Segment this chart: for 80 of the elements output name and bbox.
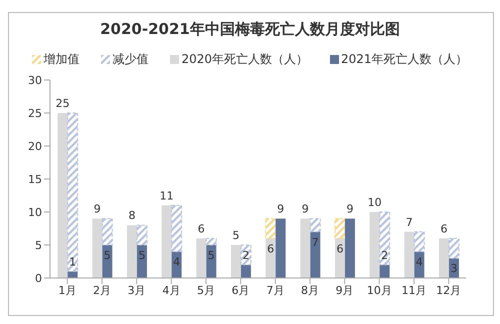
chart-title: 2020-2021年中国梅毒死亡人数月度对比图	[99, 20, 401, 39]
x-tick-label: 4月	[162, 284, 180, 297]
x-tick-label: 3月	[128, 284, 146, 297]
data-label: 7	[406, 216, 413, 229]
bar	[404, 232, 414, 278]
bar	[102, 218, 113, 246]
bar	[58, 113, 68, 278]
data-label: 6	[267, 242, 274, 256]
data-label: 6	[198, 222, 205, 236]
y-tick-label: 30	[28, 74, 42, 87]
bar	[230, 245, 241, 278]
bar	[196, 238, 206, 278]
data-label: 5	[232, 229, 240, 242]
data-label: 9	[346, 202, 354, 216]
bar	[266, 238, 276, 278]
bar	[334, 238, 345, 278]
x-tick-label: 7月	[266, 284, 284, 297]
data-label: 25	[56, 97, 70, 110]
bar	[126, 225, 137, 278]
bar	[370, 212, 380, 278]
data-label: 9	[94, 202, 101, 216]
data-label: 6	[336, 242, 344, 256]
bar	[310, 232, 320, 278]
y-tick-label: 5	[35, 238, 42, 252]
legend-label: 2020年死亡人数（人）	[180, 50, 308, 68]
bar	[67, 112, 78, 272]
y-tick-label: 15	[28, 172, 42, 186]
x-tick-label: 5月	[197, 284, 215, 297]
data-label: 4	[173, 256, 180, 269]
x-tick-label: 1月	[58, 284, 76, 297]
y-tick-label: 10	[28, 206, 42, 219]
data-label: 1	[69, 255, 76, 268]
bar	[379, 212, 390, 266]
bar	[162, 205, 172, 278]
data-label: 4	[416, 256, 423, 269]
data-label: 9	[277, 202, 284, 216]
bar	[448, 238, 460, 259]
bar	[92, 218, 102, 278]
legend-label: 减少值	[111, 50, 148, 68]
bar	[240, 264, 251, 278]
data-label: 5	[138, 249, 146, 262]
x-tick-label: 6月	[232, 284, 250, 297]
bar	[300, 218, 310, 278]
bar	[344, 218, 355, 278]
bar	[276, 218, 286, 278]
bar	[380, 264, 390, 278]
x-tick-label: 8月	[301, 284, 319, 297]
bar	[102, 245, 112, 278]
data-label: 11	[160, 189, 174, 202]
bar	[265, 218, 276, 239]
x-tick-label: 9月	[336, 284, 354, 297]
bar	[136, 224, 148, 246]
bar	[310, 218, 321, 232]
bar	[171, 204, 182, 252]
data-label: 10	[368, 196, 382, 209]
data-label: 2	[242, 248, 250, 262]
data-label: 7	[312, 236, 319, 249]
y-tick-label: 20	[28, 140, 42, 153]
x-tick-label: 12月	[436, 284, 462, 297]
data-label: 5	[208, 249, 215, 262]
legend-label: 2021年死亡人数（人）	[340, 50, 468, 68]
y-tick-label: 0	[35, 272, 42, 285]
data-label: 9	[302, 202, 309, 216]
y-tick-label: 25	[28, 106, 42, 120]
bar	[136, 245, 147, 278]
data-label: 2	[381, 248, 388, 262]
data-label: 3	[450, 262, 458, 276]
x-tick-label: 10月	[366, 284, 392, 297]
bar	[438, 238, 449, 278]
data-label: 6	[440, 222, 448, 236]
data-label: 5	[104, 249, 111, 262]
bar	[414, 231, 425, 252]
bar	[334, 218, 346, 239]
bar	[240, 244, 252, 266]
x-tick-label: 11月	[402, 284, 426, 297]
legend-label: 增加值	[42, 50, 80, 68]
bar	[206, 245, 216, 278]
x-tick-label: 2月	[93, 284, 111, 297]
data-label: 8	[128, 209, 136, 222]
bar	[206, 238, 217, 246]
